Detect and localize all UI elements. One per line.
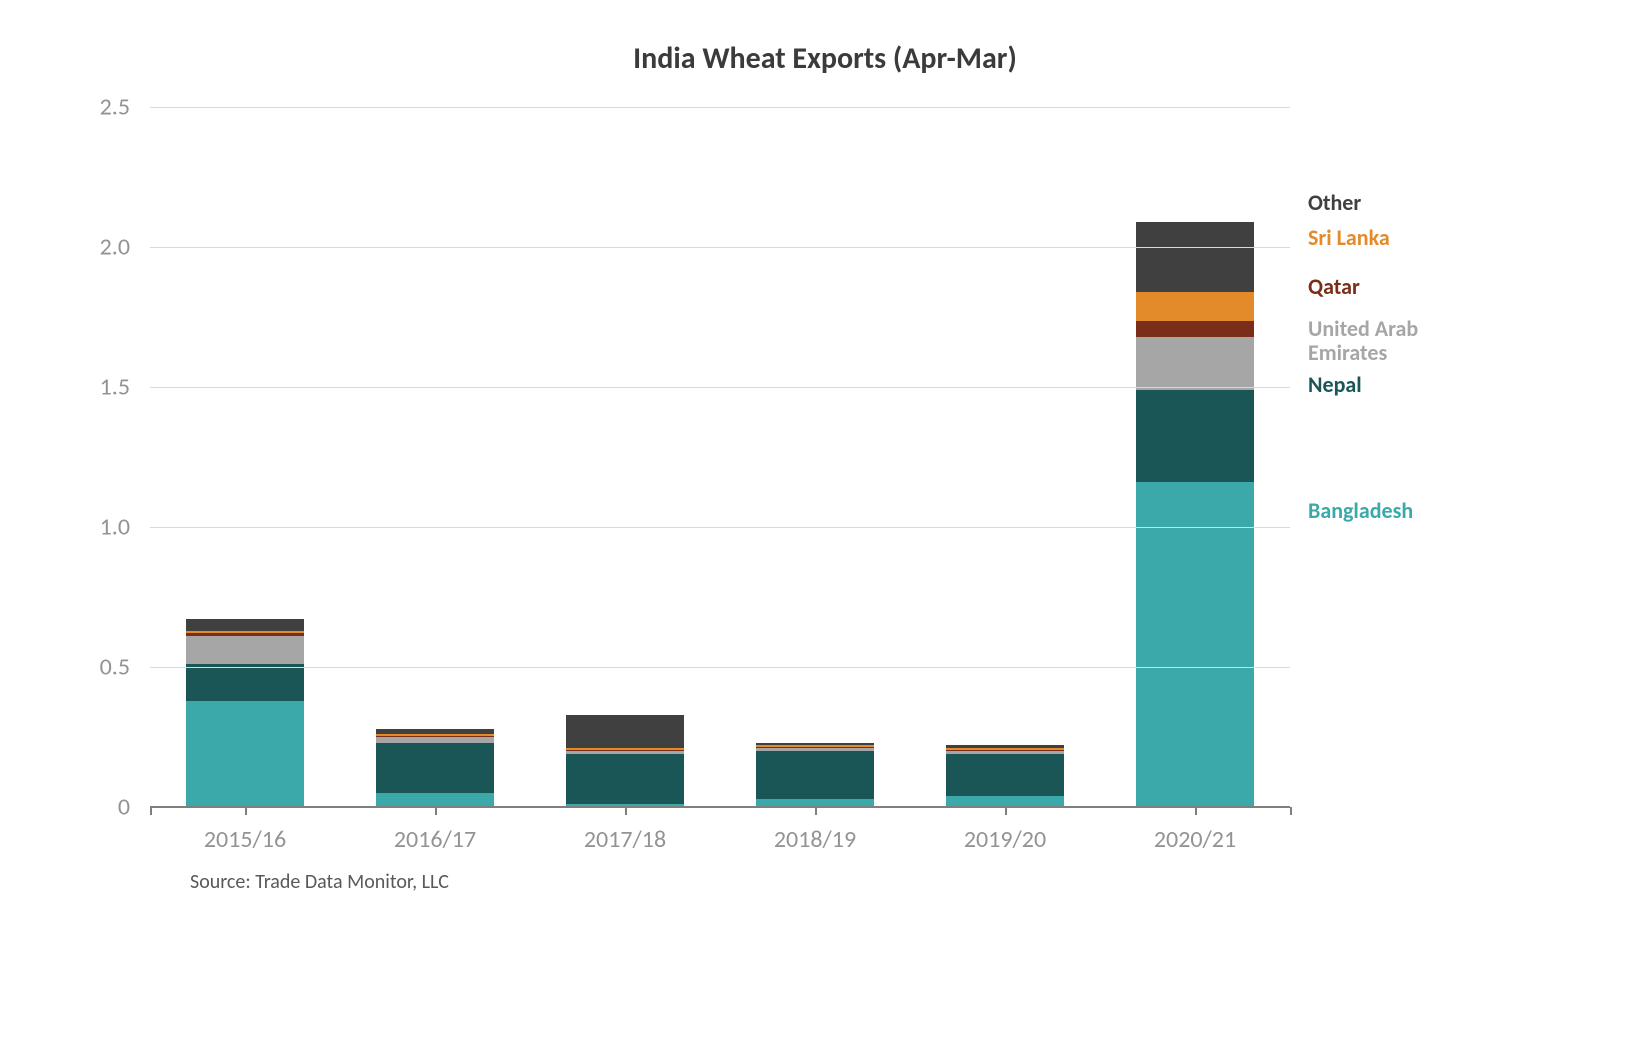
bar-stack [186, 619, 304, 807]
x-axis-label: 2015/16 [150, 825, 340, 854]
legend-item: Other [1308, 191, 1361, 215]
y-axis-label: 1.0 [100, 513, 150, 542]
bar-segment [376, 793, 494, 807]
x-tick [625, 807, 627, 815]
legend-item: Bangladesh [1308, 499, 1413, 523]
y-axis-label: 2.5 [100, 93, 150, 122]
bar-column [910, 107, 1100, 807]
bar-segment [1136, 321, 1254, 336]
y-axis-label: 0 [118, 793, 150, 822]
bar-column [720, 107, 910, 807]
gridline [150, 247, 1290, 248]
plot-area: 2015/162016/172017/182018/192019/202020/… [150, 107, 1290, 807]
bar-segment [1136, 222, 1254, 292]
x-axis-label: 2017/18 [530, 825, 720, 854]
bar-stack [1136, 222, 1254, 807]
bar-segment [756, 751, 874, 799]
source-note: Source: Trade Data Monitor, LLC [190, 870, 449, 894]
chart-title: India Wheat Exports (Apr-Mar) [40, 40, 1610, 77]
legend-item: Nepal [1308, 373, 1362, 397]
x-tick [815, 807, 817, 815]
x-axis-label: 2016/17 [340, 825, 530, 854]
bar-segment [186, 664, 304, 700]
gridline [150, 667, 1290, 668]
bar-segment [1136, 482, 1254, 807]
x-tick [435, 807, 437, 815]
gridline [150, 107, 1290, 108]
bar-stack [756, 743, 874, 807]
bar-segment [376, 743, 494, 793]
bar-segment [1136, 292, 1254, 321]
bars-row [150, 107, 1290, 807]
legend-item: Sri Lanka [1308, 226, 1390, 250]
bar-column [530, 107, 720, 807]
x-tick [1290, 807, 1292, 815]
bar-segment [566, 715, 684, 749]
y-axis-label: 0.5 [100, 653, 150, 682]
x-tick [245, 807, 247, 815]
bar-stack [946, 745, 1064, 807]
bar-segment [186, 636, 304, 664]
x-tick [1005, 807, 1007, 815]
bar-segment [566, 754, 684, 804]
gridline [150, 387, 1290, 388]
bar-stack [376, 729, 494, 807]
y-axis-label: 1.5 [100, 373, 150, 402]
legend: OtherSri LankaQatarUnited ArabEmiratesNe… [1290, 107, 1308, 807]
bar-segment [186, 619, 304, 630]
y-axis-label: 2.0 [100, 233, 150, 262]
bar-column [340, 107, 530, 807]
chart-container: India Wheat Exports (Apr-Mar) 2015/16201… [40, 40, 1610, 1005]
bar-segment [1136, 390, 1254, 482]
legend-item: Qatar [1308, 275, 1360, 299]
bar-column [150, 107, 340, 807]
x-axis-label: 2020/21 [1100, 825, 1290, 854]
bar-column [1100, 107, 1290, 807]
x-tick [150, 807, 152, 815]
bar-segment [186, 701, 304, 807]
x-axis-label: 2018/19 [720, 825, 910, 854]
x-tick [1195, 807, 1197, 815]
bar-segment [1136, 337, 1254, 390]
legend-item: United ArabEmirates [1308, 317, 1458, 365]
gridline [150, 527, 1290, 528]
bar-segment [946, 754, 1064, 796]
x-axis-label: 2019/20 [910, 825, 1100, 854]
bar-stack [566, 715, 684, 807]
x-axis-labels: 2015/162016/172017/182018/192019/202020/… [150, 807, 1290, 854]
